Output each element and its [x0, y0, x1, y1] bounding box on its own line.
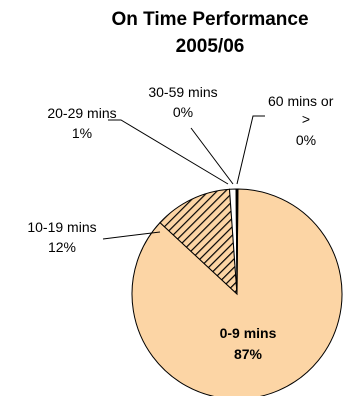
data-value-10-19-mins: 12% — [48, 239, 76, 255]
leader-line-30-59-mins — [190, 127, 234, 185]
pie-slice-10-19-mins — [159, 188, 238, 296]
data-label-30-59-mins: 30-59 mins — [148, 84, 217, 100]
data-value-60-mins-or-more: 0% — [296, 132, 316, 148]
leader-line-60-mins-or-more — [236, 115, 265, 185]
chart-title-line-2: 2005/06 — [176, 36, 245, 57]
data-label-10-19-mins: 10-19 mins — [27, 219, 96, 235]
leader-line-20-29-mins — [108, 119, 229, 185]
pie-slice-60-mins-or-more — [236, 188, 239, 295]
data-value-0-9-mins: 87% — [234, 346, 263, 362]
pie-slice-0-9-mins — [131, 188, 343, 396]
data-label-60-mins-or: 60 mins or — [268, 93, 334, 109]
chart-title-line-1: On Time Performance — [111, 9, 308, 30]
data-label-60-mins-or-line-2: > — [302, 111, 310, 127]
leader-line-10-19-mins — [102, 231, 161, 240]
data-label-0-9-mins: 0-9 mins — [220, 325, 277, 341]
data-value-30-59-mins: 0% — [173, 104, 193, 120]
data-value-20-29-mins: 1% — [72, 125, 92, 141]
data-label-20-29-mins: 20-29 mins — [47, 105, 116, 121]
